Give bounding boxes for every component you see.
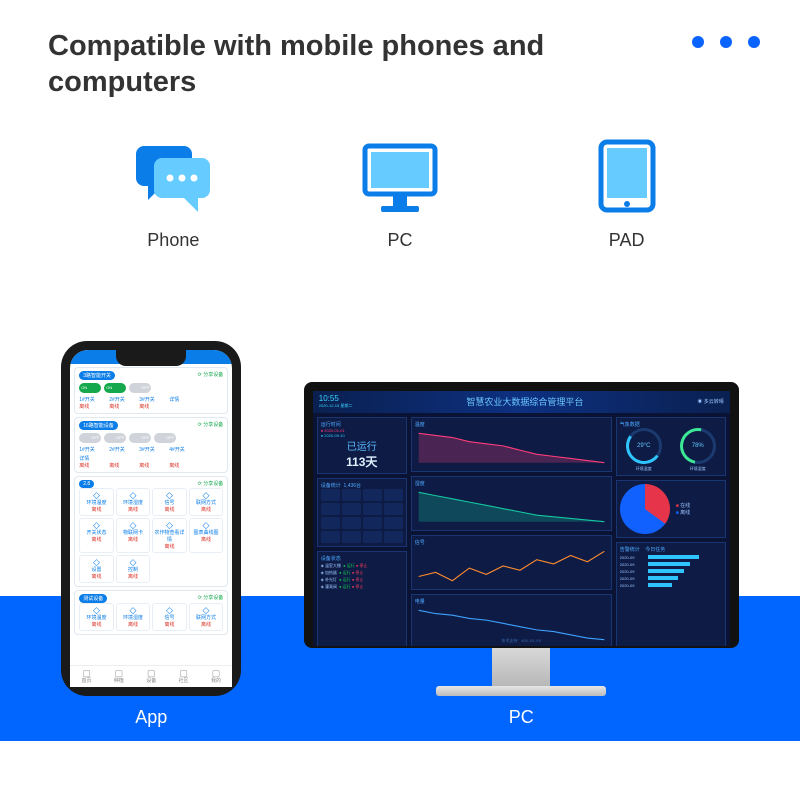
pc-mockup: 10:552020-12-15 星期二 智慧农业大数据综合管理平台 ☀ 多云转晴… — [304, 382, 739, 696]
device-pc: PC — [355, 136, 445, 251]
phone-mockup: 3路智能开关⟳ 分享设备 ONONOFF 1#开关2#开关3#开关详情 离线离线… — [61, 341, 241, 696]
pager-dots — [692, 36, 760, 48]
temp-chart: 温度 — [411, 417, 612, 472]
gauge-panel: 气象数据 29°C环境温度78%环境湿度 — [616, 417, 726, 476]
page-title: Compatible with mobile phones and comput… — [48, 28, 692, 101]
phone-card-1[interactable]: 3路智能开关⟳ 分享设备 ONONOFF 1#开关2#开关3#开关详情 离线离线… — [74, 367, 228, 414]
dot-1 — [692, 36, 704, 48]
pc-label: PC — [509, 707, 534, 728]
alarm-panel: 告警统计 今日任务 2020-092020-092020-092020-0920… — [616, 542, 726, 646]
run-time-panel: 运行时间 ● 2020-01-01● 2020-09-10 已运行113天 — [317, 417, 407, 474]
dev-status-panel: 设备状态 ◈ 温室大棚 ● 运行 ● 停止◈ 加热器 ● 运行 ● 停止◈ 补光… — [317, 551, 407, 646]
device-label-phone: Phone — [147, 230, 199, 251]
signal-chart: 信号 — [411, 535, 612, 590]
humid-chart: 湿度 — [411, 476, 612, 531]
phone-card-2[interactable]: 16路智能设备⟳ 分享设备 OFFOFFOFFOFF 1#开关2#开关3#开关4… — [74, 417, 228, 473]
dot-3 — [748, 36, 760, 48]
pie-panel: ■ 在线■ 离线 — [616, 480, 726, 538]
device-label-pc: PC — [387, 230, 412, 251]
phone-card-3[interactable]: 2.8⟳ 分享设备 ◇环境温度离线◇环境湿度离线◇信号离线◇联网方式离线◇开关状… — [74, 476, 228, 587]
tablet-icon — [582, 136, 672, 216]
device-label-pad: PAD — [609, 230, 645, 251]
monitor-icon — [355, 136, 445, 216]
device-pad: PAD — [582, 136, 672, 251]
phone-tabbar[interactable]: ▢首页▢种植▢设备▢社区▢我的 — [70, 665, 232, 686]
dot-2 — [720, 36, 732, 48]
chat-icon — [128, 136, 218, 216]
dev-stat-panel: 设备统计 1,436台 — [317, 478, 407, 547]
dash-header: 10:552020-12-15 星期二 智慧农业大数据综合管理平台 ☀ 多云转晴 — [313, 391, 730, 413]
app-label: App — [135, 707, 167, 728]
device-phone: Phone — [128, 136, 218, 251]
phone-card-4[interactable]: 测试设备⟳ 分享设备 ◇环境温度离线◇环境湿度离线◇信号离线◇联网方式离线 — [74, 590, 228, 635]
